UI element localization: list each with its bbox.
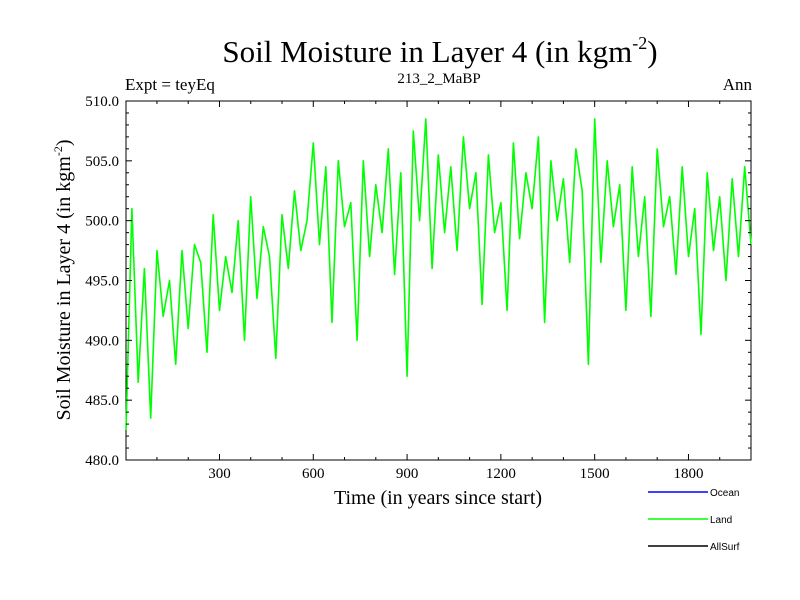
x-tick-label: 600: [302, 466, 325, 482]
y-axis-ticks: 480.0 485.0 490.0 495.0 500.0 505.0 510.0: [85, 94, 751, 469]
y-axis-label: Soil Moisture in Layer 4 (in kgm-2): [51, 139, 75, 420]
y-tick-label: 480.0: [85, 453, 119, 469]
x-tick-label: 900: [396, 466, 419, 482]
y-tick-label: 490.0: [85, 333, 119, 349]
subtitle-left: Expt = teyEq: [125, 75, 215, 94]
x-axis-label: Time (in years since start): [334, 487, 542, 509]
y-tick-label: 500.0: [85, 214, 119, 230]
y-tick-label: 505.0: [85, 154, 119, 170]
legend: Ocean Land AllSurf: [648, 488, 740, 553]
legend-label-allsurf: AllSurf: [710, 542, 740, 553]
y-tick-label: 485.0: [85, 393, 119, 409]
subtitle-right: Ann: [723, 75, 753, 94]
chart-title-superscript: -2: [632, 33, 647, 53]
legend-label-ocean: Ocean: [710, 488, 739, 499]
x-tick-label: 300: [208, 466, 231, 482]
series-line-land: [125, 118, 752, 431]
x-tick-label: 1200: [486, 466, 516, 482]
x-axis-ticks: 300 600 900 1200 1500 1800: [156, 101, 721, 482]
y-tick-label: 510.0: [85, 94, 119, 110]
legend-label-land: Land: [710, 515, 732, 526]
y-axis-label-superscript: -2: [51, 146, 65, 156]
y-tick-label: 495.0: [85, 274, 119, 290]
x-tick-label: 1800: [673, 466, 703, 482]
chart-title-end: ): [647, 34, 657, 69]
y-axis-label-main: Soil Moisture in Layer 4 (in kgm: [53, 156, 75, 421]
y-axis-label-end: ): [53, 139, 75, 146]
chart-title-main: Soil Moisture in Layer 4 (in kgm: [222, 34, 632, 69]
x-tick-label: 1500: [580, 466, 610, 482]
series-layer: [125, 118, 752, 431]
subtitle-center: 213_2_MaBP: [397, 71, 480, 87]
chart-title: Soil Moisture in Layer 4 (in kgm-2): [222, 33, 657, 69]
